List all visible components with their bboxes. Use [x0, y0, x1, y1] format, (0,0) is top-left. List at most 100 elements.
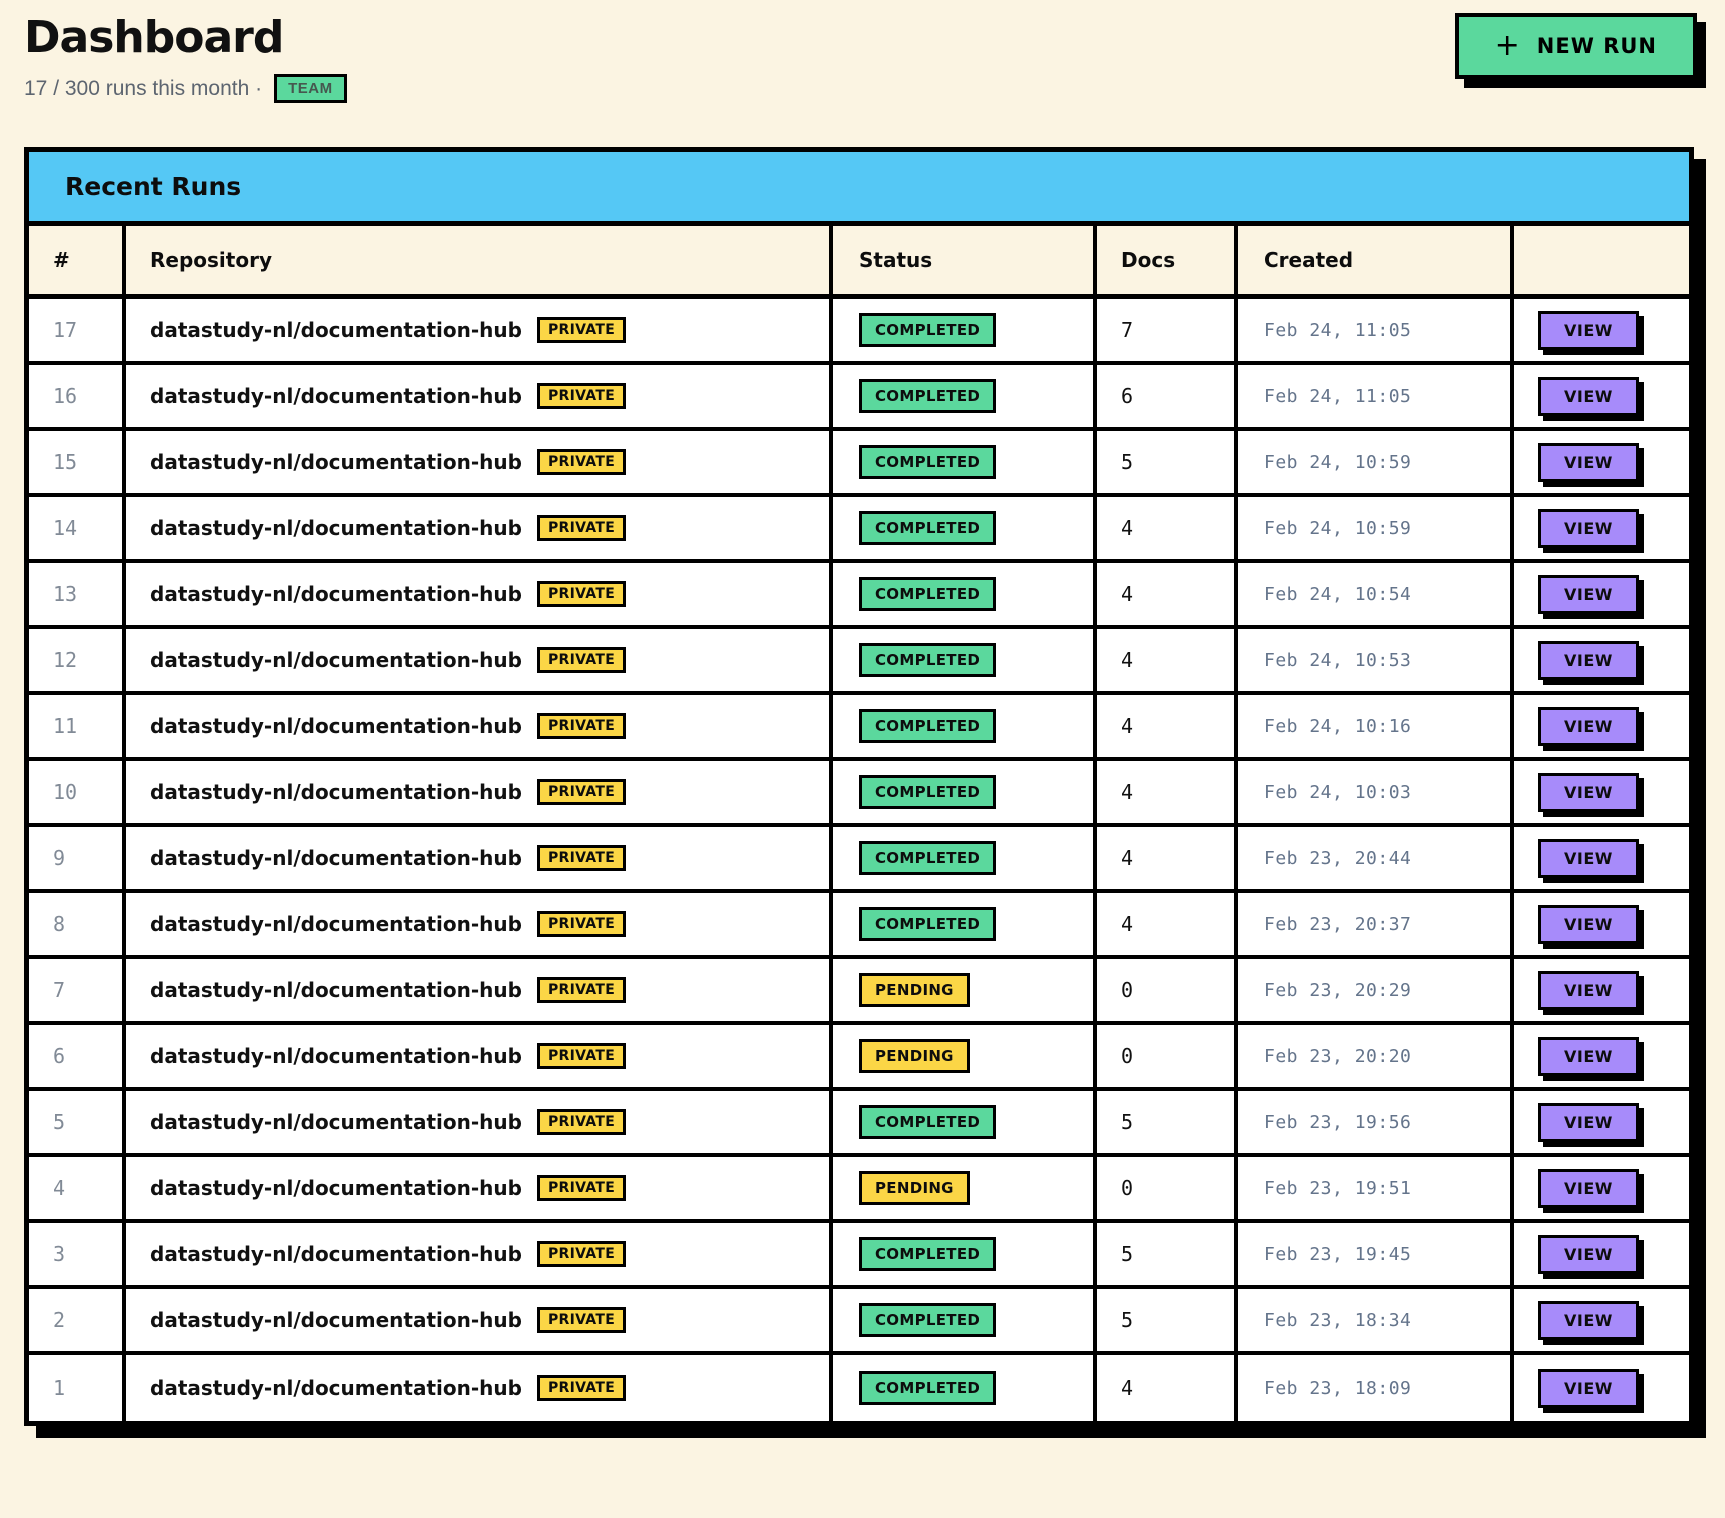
view-button[interactable]: VIEW: [1538, 508, 1639, 548]
created-cell: Feb 23, 20:20: [1238, 1025, 1514, 1087]
status-cell: PENDING: [833, 1157, 1097, 1219]
repository-cell: datastudy-nl/documentation-hub PRIVATE: [126, 431, 833, 493]
column-header-number: #: [29, 226, 126, 294]
run-number-cell: 14: [29, 497, 126, 559]
private-badge: PRIVATE: [536, 713, 627, 739]
view-button[interactable]: VIEW: [1538, 1368, 1639, 1408]
repository-cell: datastudy-nl/documentation-hub PRIVATE: [126, 1289, 833, 1351]
table-row: 3 datastudy-nl/documentation-hub PRIVATE CO…: [29, 1223, 1689, 1289]
docs-count: 4: [1121, 780, 1134, 804]
run-number-cell: 7: [29, 959, 126, 1021]
created-cell: Feb 23, 18:09: [1238, 1355, 1514, 1421]
run-number: 17: [53, 318, 78, 342]
table-row: 5 datastudy-nl/documentation-hub PRIVATE CO…: [29, 1091, 1689, 1157]
created-timestamp: Feb 24, 10:59: [1264, 517, 1412, 539]
private-badge: PRIVATE: [536, 317, 627, 343]
view-button[interactable]: VIEW: [1538, 376, 1639, 416]
repository-name: datastudy-nl/documentation-hub: [150, 1044, 522, 1068]
usage-summary: 17 / 300 runs this month · TEAM: [24, 74, 1697, 103]
status-cell: COMPLETED: [833, 563, 1097, 625]
actions-cell: VIEW: [1514, 1289, 1689, 1351]
docs-count: 4: [1121, 912, 1134, 936]
view-button[interactable]: VIEW: [1538, 640, 1639, 680]
table-row: 13 datastudy-nl/documentation-hub PRIVATE C…: [29, 563, 1689, 629]
created-timestamp: Feb 23, 19:45: [1264, 1243, 1412, 1265]
table-row: 10 datastudy-nl/documentation-hub PRIVATE C…: [29, 761, 1689, 827]
column-header-docs: Docs: [1097, 226, 1238, 294]
repository-name: datastudy-nl/documentation-hub: [150, 582, 522, 606]
view-button[interactable]: VIEW: [1538, 1300, 1639, 1340]
private-badge: PRIVATE: [536, 581, 627, 607]
run-number: 11: [53, 714, 78, 738]
created-timestamp: Feb 24, 10:16: [1264, 715, 1412, 737]
repository-name: datastudy-nl/documentation-hub: [150, 318, 522, 342]
actions-cell: VIEW: [1514, 431, 1689, 493]
view-button[interactable]: VIEW: [1538, 772, 1639, 812]
docs-count: 0: [1121, 978, 1134, 1002]
status-cell: COMPLETED: [833, 695, 1097, 757]
status-cell: COMPLETED: [833, 1223, 1097, 1285]
created-timestamp: Feb 23, 19:56: [1264, 1111, 1412, 1133]
created-cell: Feb 23, 20:44: [1238, 827, 1514, 889]
created-timestamp: Feb 24, 10:03: [1264, 781, 1412, 803]
run-number-cell: 10: [29, 761, 126, 823]
status-cell: COMPLETED: [833, 1289, 1097, 1351]
created-cell: Feb 24, 11:05: [1238, 299, 1514, 361]
docs-count: 0: [1121, 1044, 1134, 1068]
table-row: 2 datastudy-nl/documentation-hub PRIVATE CO…: [29, 1289, 1689, 1355]
table-row: 4 datastudy-nl/documentation-hub PRIVATE PE…: [29, 1157, 1689, 1223]
status-cell: COMPLETED: [833, 629, 1097, 691]
new-run-button[interactable]: + NEW RUN: [1454, 13, 1697, 79]
private-badge: PRIVATE: [536, 1375, 627, 1401]
status-cell: COMPLETED: [833, 497, 1097, 559]
view-button[interactable]: VIEW: [1538, 706, 1639, 746]
created-cell: Feb 24, 11:05: [1238, 365, 1514, 427]
view-button[interactable]: VIEW: [1538, 442, 1639, 482]
page-title: Dashboard: [24, 12, 284, 63]
view-button[interactable]: VIEW: [1538, 970, 1639, 1010]
runs-usage-text: 17 / 300 runs this month ·: [24, 76, 263, 100]
private-badge: PRIVATE: [536, 977, 627, 1003]
private-badge: PRIVATE: [536, 779, 627, 805]
docs-count: 4: [1121, 714, 1134, 738]
status-cell: PENDING: [833, 1025, 1097, 1087]
run-number: 7: [53, 978, 66, 1002]
repository-cell: datastudy-nl/documentation-hub PRIVATE: [126, 497, 833, 559]
view-button[interactable]: VIEW: [1538, 838, 1639, 878]
actions-cell: VIEW: [1514, 563, 1689, 625]
view-button[interactable]: VIEW: [1538, 310, 1639, 350]
created-cell: Feb 24, 10:54: [1238, 563, 1514, 625]
docs-cell: 0: [1097, 1025, 1238, 1087]
status-cell: COMPLETED: [833, 1355, 1097, 1421]
run-number-cell: 4: [29, 1157, 126, 1219]
table-body: 17 datastudy-nl/documentation-hub PRIVATE C…: [29, 299, 1689, 1421]
repository-name: datastudy-nl/documentation-hub: [150, 1176, 522, 1200]
run-number-cell: 16: [29, 365, 126, 427]
created-timestamp: Feb 23, 18:34: [1264, 1309, 1412, 1331]
new-run-label: NEW RUN: [1536, 34, 1657, 58]
docs-count: 6: [1121, 384, 1134, 408]
status-badge: COMPLETED: [859, 709, 997, 743]
actions-cell: VIEW: [1514, 695, 1689, 757]
created-timestamp: Feb 24, 10:54: [1264, 583, 1412, 605]
actions-cell: VIEW: [1514, 497, 1689, 559]
plus-icon: +: [1494, 28, 1521, 63]
actions-cell: VIEW: [1514, 959, 1689, 1021]
view-button[interactable]: VIEW: [1538, 1234, 1639, 1274]
view-button[interactable]: VIEW: [1538, 1102, 1639, 1142]
docs-cell: 5: [1097, 1091, 1238, 1153]
docs-count: 4: [1121, 846, 1134, 870]
table-row: 15 datastudy-nl/documentation-hub PRIVATE C…: [29, 431, 1689, 497]
docs-count: 5: [1121, 1308, 1134, 1332]
view-button[interactable]: VIEW: [1538, 574, 1639, 614]
view-button[interactable]: VIEW: [1538, 1168, 1639, 1208]
repository-cell: datastudy-nl/documentation-hub PRIVATE: [126, 1355, 833, 1421]
run-number: 2: [53, 1308, 66, 1332]
recent-runs-table: Recent Runs # Repository Status Docs Cre…: [24, 147, 1694, 1426]
repository-cell: datastudy-nl/documentation-hub PRIVATE: [126, 629, 833, 691]
view-button[interactable]: VIEW: [1538, 1036, 1639, 1076]
repository-name: datastudy-nl/documentation-hub: [150, 1376, 522, 1400]
docs-count: 7: [1121, 318, 1134, 342]
view-button[interactable]: VIEW: [1538, 904, 1639, 944]
docs-cell: 4: [1097, 827, 1238, 889]
